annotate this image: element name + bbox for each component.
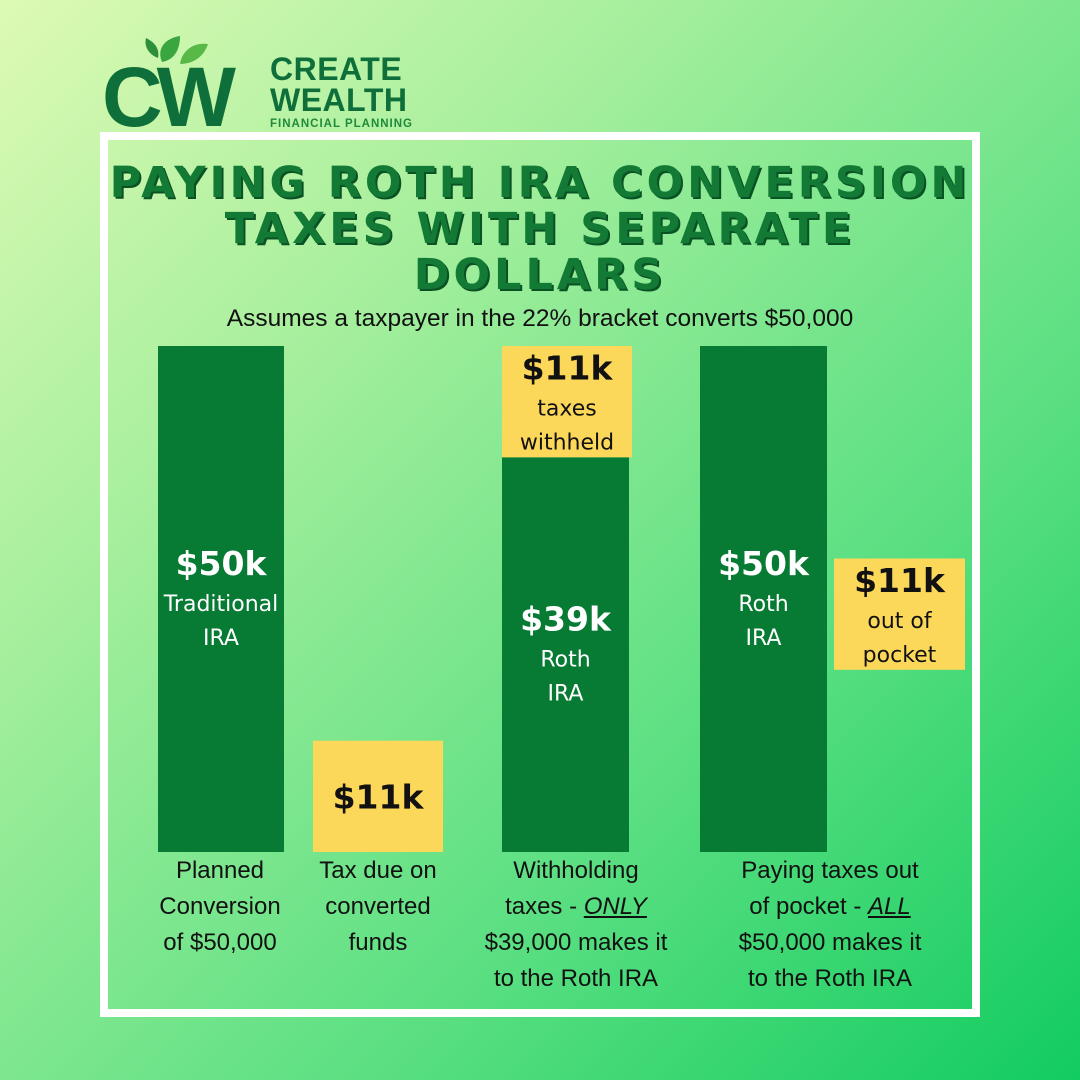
caption-line: taxes - ONLY [456,889,696,925]
tax-bar-6 [834,558,965,670]
ira-bar-5 [700,346,827,852]
logo-line-wealth: WEALTH [270,82,408,118]
tax-bar-2 [313,740,443,852]
caption-line: Withholding [513,857,639,884]
bar-sub-label: withheld [520,431,614,456]
caption-line: Conversion [159,893,281,920]
caption-line: to the Roth IRA [493,965,659,992]
caption-line: of $50,000 [163,929,277,956]
bar-sub-label: IRA [203,626,239,651]
bar-group-5: $50k Roth IRA [700,346,827,852]
bar-sub-label: out of [867,609,932,634]
bar-group-1: $50k Traditional IRA [158,346,284,852]
bar-sub-label: IRA [746,626,782,651]
caption-line: $39,000 makes it [484,929,668,956]
bar-sub-label: IRA [548,682,584,707]
content-frame [100,132,980,1017]
caption-planned-conversion: Planned Conversion of $50,000 [140,853,300,961]
logo-tagline: FINANCIAL PLANNING [270,118,414,130]
logo-line-create: CREATE [270,51,403,87]
bar-group-4: $11k taxes withheld [502,346,632,458]
ira-bar-3 [502,457,629,852]
bar-value-label: $39k [520,600,612,639]
bar-sub-label: Roth [738,592,788,617]
bar-value-label: $50k [718,544,810,583]
bar-sub-label: Traditional [163,592,279,617]
caption-line: to the Roth IRA [747,965,913,992]
bar-sub-label: pocket [863,643,937,668]
bar-value-label: $50k [176,544,268,583]
page-title: PAYING ROTH IRA CONVERSION TAXES WITH SE… [109,158,971,300]
caption-line: Paying taxes out [741,857,919,884]
bar-value-label: $11k [854,561,946,600]
bar-sub-label: Roth [540,648,590,673]
caption-emphasis: ALL [868,893,911,920]
ira-bar-1 [158,346,284,852]
caption-line: Tax due on [319,857,437,884]
caption-out-of-pocket: Paying taxes out of pocket - ALL $50,000… [705,853,955,997]
bar-group-3: $39k Roth IRA [502,457,629,852]
caption-line: converted [325,893,431,920]
caption-text: taxes - [505,893,584,920]
caption-emphasis: ONLY [583,893,647,920]
cw-logo-mark-icon: CW [102,36,243,134]
page-subtitle: Assumes a taxpayer in the 22% bracket co… [226,305,854,332]
tax-bar-4 [502,346,632,458]
caption-tax-due: Tax due on converted funds [298,853,458,961]
caption-text: of pocket - [749,893,869,920]
caption-line: $50,000 makes it [738,929,922,956]
company-logo: CW CREATE WEALTH FINANCIAL PLANNING [100,34,440,134]
bar-value-label: $11k [333,777,425,816]
caption-line: funds [348,929,408,956]
bar-group-2: $11k [313,740,443,852]
bar-value-label: $11k [522,349,614,388]
caption-line: Planned [175,857,265,884]
caption-withholding: Withholding taxes - ONLY $39,000 makes i… [456,853,696,997]
bar-group-6: $11k out of pocket [834,558,965,670]
bar-sub-label: taxes [537,397,596,422]
caption-line: of pocket - ALL [705,889,955,925]
svg-text:CW: CW [102,50,237,134]
